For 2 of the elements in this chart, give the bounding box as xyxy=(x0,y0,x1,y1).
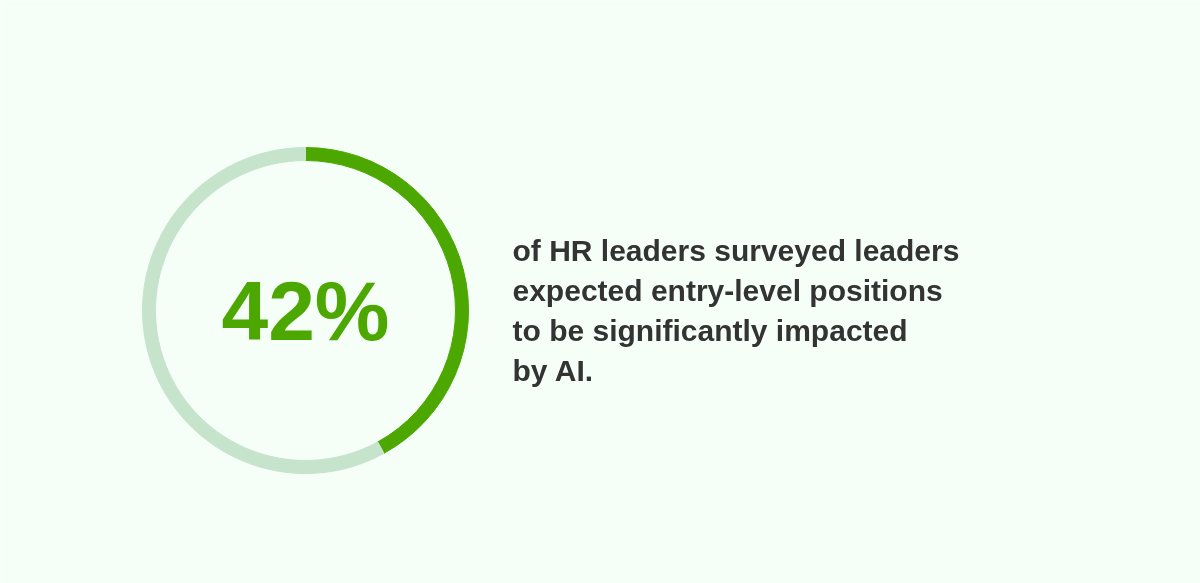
text: 42% xyxy=(221,263,390,358)
text: of HR leaders surveyed leaders expected entry-level positions to be significantly impacted by AI. xyxy=(512,234,960,387)
